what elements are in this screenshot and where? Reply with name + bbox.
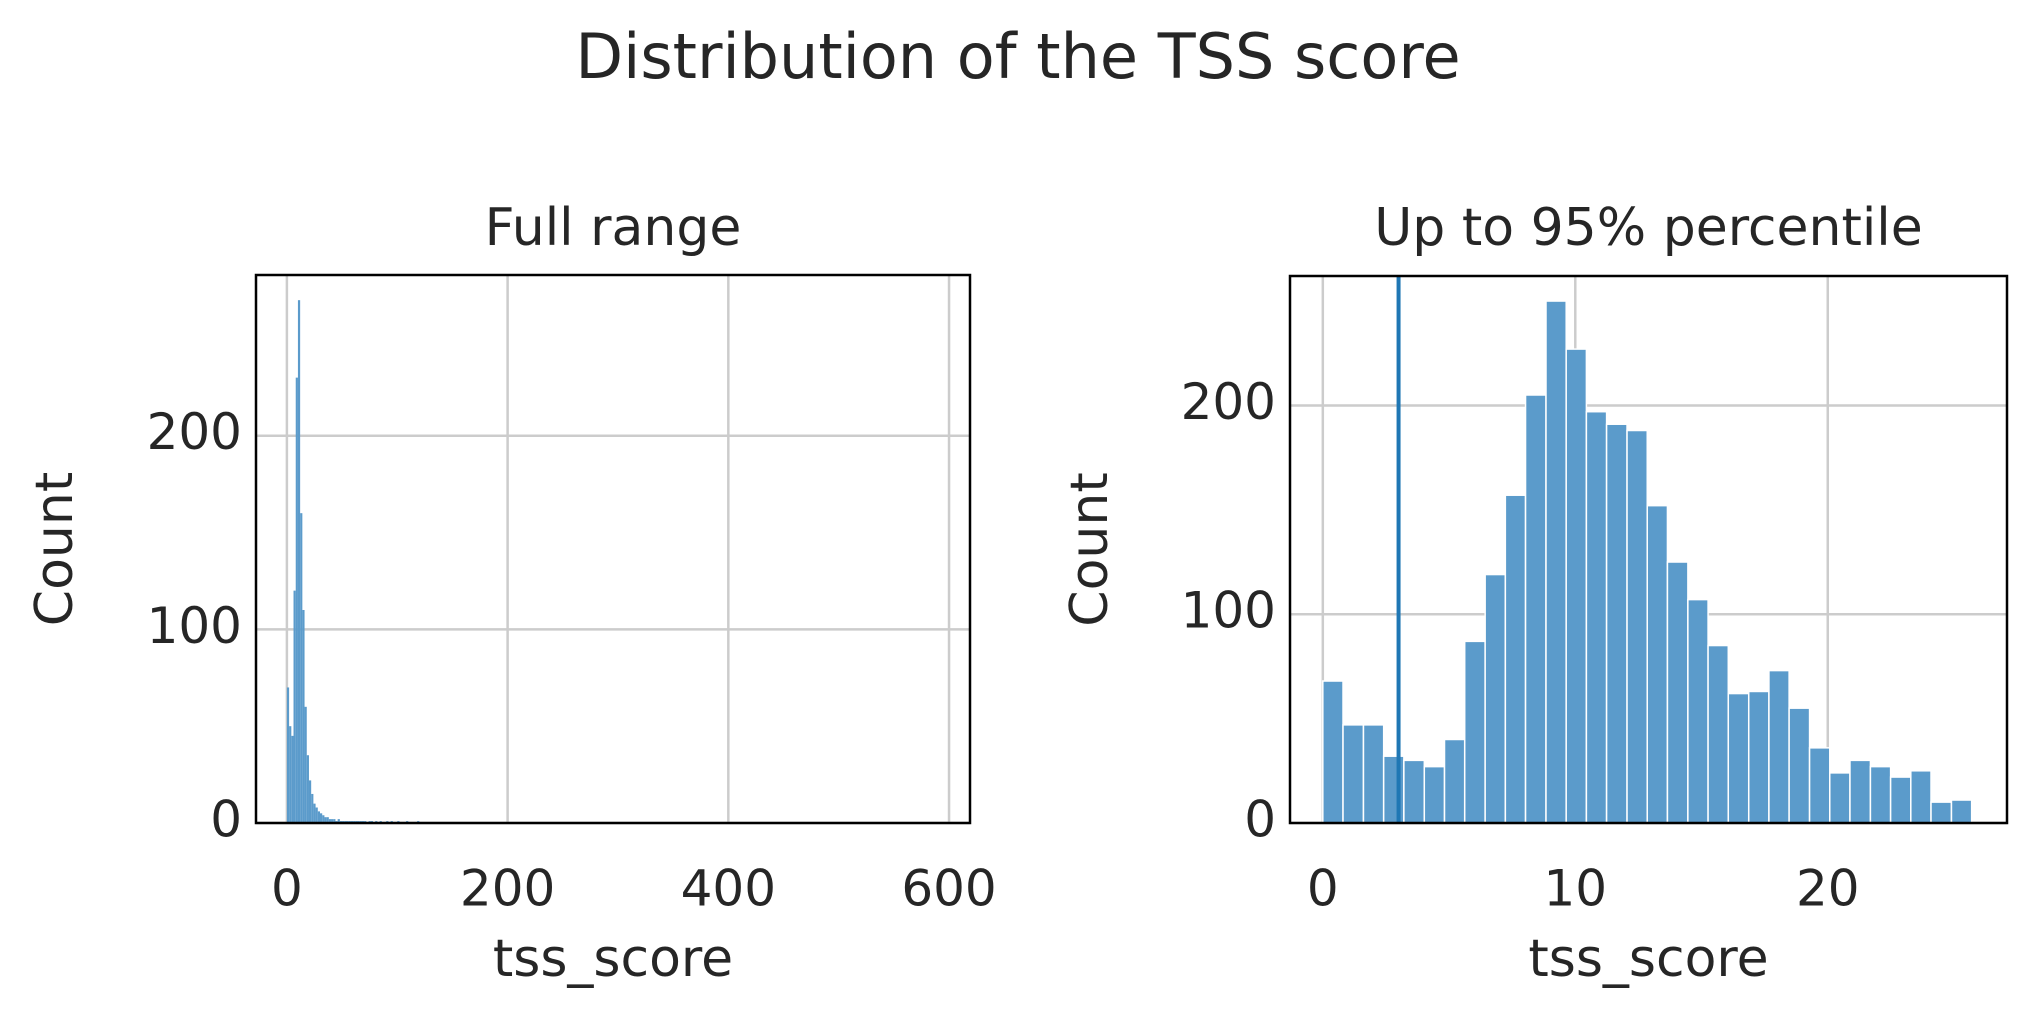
histogram-bar bbox=[291, 735, 294, 823]
axes-title: Up to 95% percentile bbox=[1374, 198, 1923, 258]
histogram-bar bbox=[293, 590, 296, 823]
y-tick-label: 200 bbox=[147, 403, 242, 461]
histogram-bar bbox=[1930, 801, 1953, 824]
histogram-bar bbox=[1443, 738, 1466, 824]
histogram-bar bbox=[1463, 640, 1486, 824]
histogram-bar bbox=[306, 755, 309, 823]
histogram-bar bbox=[320, 813, 323, 823]
histogram-bar bbox=[1646, 504, 1669, 824]
histogram-bar bbox=[1849, 759, 1872, 824]
histogram-bar bbox=[328, 819, 332, 823]
histogram-bar bbox=[1788, 707, 1811, 824]
histogram-bar bbox=[333, 819, 336, 823]
axes-title: Full range bbox=[485, 198, 742, 258]
x-tick-label: 10 bbox=[1543, 860, 1607, 918]
histogram-bar bbox=[331, 819, 334, 823]
x-axis-label: tss_score bbox=[493, 929, 733, 989]
histogram-bar bbox=[308, 780, 312, 823]
histogram-bar bbox=[1423, 765, 1446, 824]
histogram-bar bbox=[1808, 747, 1831, 824]
x-tick-label: 400 bbox=[681, 860, 776, 918]
histogram-bar bbox=[1687, 598, 1709, 824]
histogram-bar bbox=[1322, 680, 1344, 824]
histogram-bar bbox=[295, 377, 298, 823]
histogram-bar bbox=[1889, 776, 1912, 824]
histogram-bar bbox=[1950, 799, 1973, 824]
y-axis-label: Count bbox=[1060, 472, 1120, 626]
histogram-bar bbox=[1382, 755, 1405, 824]
histogram-bar bbox=[1403, 759, 1426, 824]
histogram-bar bbox=[322, 815, 325, 823]
histogram-bar bbox=[1869, 765, 1892, 824]
histogram-bar bbox=[324, 817, 327, 823]
histogram-bar bbox=[1626, 429, 1648, 824]
histogram-bar bbox=[1829, 772, 1851, 824]
histogram-bar bbox=[1585, 410, 1608, 824]
x-tick-label: 20 bbox=[1796, 860, 1860, 918]
axes-frame bbox=[254, 273, 972, 825]
x-tick-label: 0 bbox=[271, 860, 303, 918]
histogram-bar bbox=[317, 811, 321, 823]
histogram-bar bbox=[1362, 724, 1385, 824]
histogram-bar bbox=[1605, 423, 1628, 824]
x-tick-label: 600 bbox=[901, 860, 996, 918]
histogram-bar bbox=[304, 706, 307, 823]
histogram-bar bbox=[1910, 770, 1932, 824]
histogram-bar bbox=[286, 687, 290, 823]
x-tick-label: 200 bbox=[460, 860, 555, 918]
histogram-bar bbox=[289, 726, 292, 823]
histogram-bar bbox=[1727, 692, 1750, 824]
histogram-bar bbox=[313, 803, 316, 823]
histogram-bar bbox=[311, 793, 314, 823]
y-tick-label: 200 bbox=[1181, 373, 1276, 431]
histogram-bar bbox=[1666, 561, 1689, 824]
histogram-bar bbox=[315, 807, 318, 823]
histogram-bar bbox=[1504, 494, 1527, 824]
histogram-bar bbox=[297, 300, 301, 823]
histogram-bar bbox=[302, 609, 305, 823]
y-axis-label: Count bbox=[25, 472, 85, 626]
y-tick-label: 0 bbox=[1244, 791, 1276, 849]
histogram-bar bbox=[1524, 394, 1547, 824]
histogram-bar bbox=[1768, 669, 1790, 824]
histogram-bar bbox=[337, 819, 340, 823]
figure-title: Distribution of the TSS score bbox=[575, 20, 1460, 93]
x-axis-label: tss_score bbox=[1528, 929, 1768, 989]
histogram-bar bbox=[1747, 690, 1770, 824]
histogram-bar bbox=[1565, 348, 1588, 824]
y-tick-label: 100 bbox=[1181, 582, 1276, 640]
histogram-bar bbox=[1545, 300, 1567, 824]
histogram-bar bbox=[326, 817, 329, 823]
histogram-bar bbox=[300, 513, 303, 823]
x-tick-label: 0 bbox=[1307, 860, 1339, 918]
histogram-bar bbox=[1484, 573, 1507, 824]
histogram-bar bbox=[1342, 724, 1365, 824]
histogram-bar bbox=[1707, 644, 1730, 824]
axes-frame bbox=[1288, 274, 2009, 825]
y-tick-label: 100 bbox=[147, 597, 242, 655]
y-tick-label: 0 bbox=[210, 791, 242, 849]
